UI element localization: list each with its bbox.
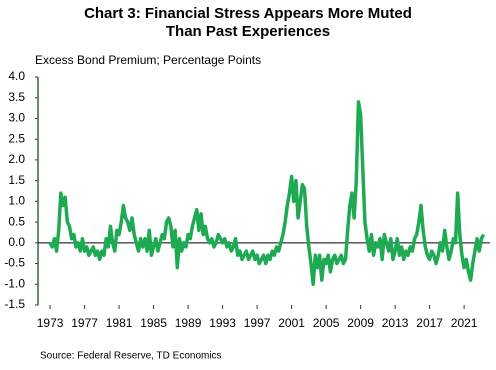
y-tick-label: 2.5 bbox=[8, 131, 25, 145]
x-tick-label: 1985 bbox=[140, 316, 167, 330]
chart-title: Chart 3: Financial Stress Appears More M… bbox=[84, 5, 412, 22]
y-tick-label: 0.5 bbox=[8, 214, 25, 228]
y-tick-label: -0.5 bbox=[4, 256, 25, 270]
chart-title: Than Past Experiences bbox=[166, 23, 330, 40]
y-tick-label: -1.0 bbox=[4, 276, 25, 290]
x-tick-label: 2005 bbox=[313, 316, 340, 330]
y-tick-label: 1.5 bbox=[8, 173, 25, 187]
y-tick-label: 0.0 bbox=[8, 235, 25, 249]
data-line bbox=[48, 100, 486, 287]
x-tick-label: 2013 bbox=[382, 316, 409, 330]
x-tick-label: 1989 bbox=[175, 316, 202, 330]
y-tick-label: -1.5 bbox=[4, 297, 25, 311]
y-tick-label: 3.5 bbox=[8, 90, 25, 104]
x-tick-label: 2001 bbox=[278, 316, 305, 330]
x-tick-label: 1977 bbox=[71, 316, 98, 330]
x-tick-label: 2017 bbox=[416, 316, 443, 330]
y-tick-label: 1.0 bbox=[8, 194, 25, 208]
x-tick-label: 1973 bbox=[37, 316, 64, 330]
y-tick-label: 4.0 bbox=[8, 69, 25, 83]
x-tick-label: 1993 bbox=[209, 316, 236, 330]
y-axis-label: Excess Bond Premium; Percentage Points bbox=[35, 53, 261, 67]
source: Source: Federal Reserve, TD Economics bbox=[40, 351, 222, 362]
x-tick-label: 1997 bbox=[244, 316, 271, 330]
x-tick-label: 2009 bbox=[347, 316, 374, 330]
y-tick-label: 3.0 bbox=[8, 111, 25, 125]
x-tick-label: 2021 bbox=[451, 316, 478, 330]
x-tick-label: 1981 bbox=[106, 316, 133, 330]
y-tick-label: 2.0 bbox=[8, 152, 25, 166]
